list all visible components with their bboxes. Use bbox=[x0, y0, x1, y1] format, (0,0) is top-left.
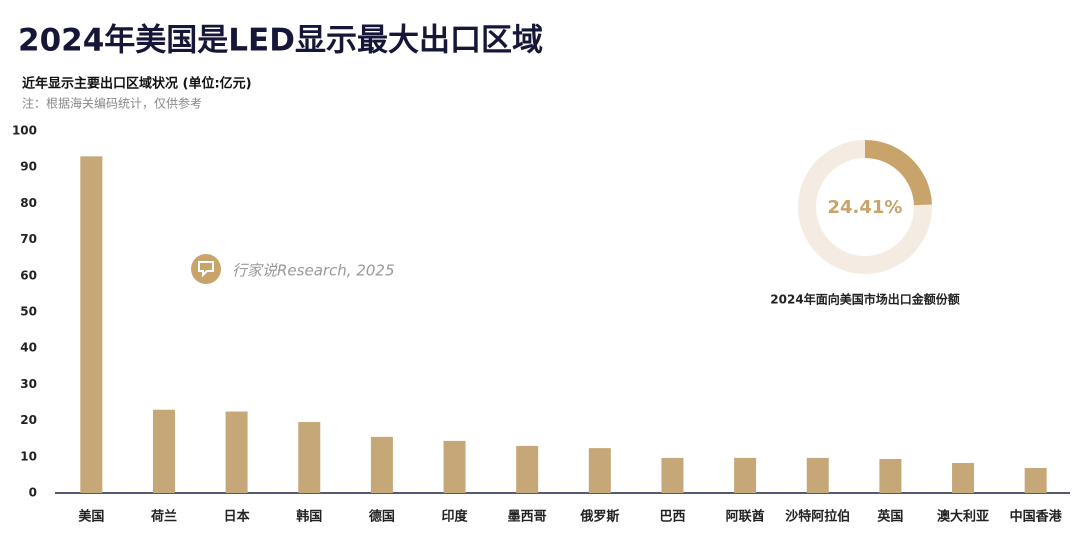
x-tick-label: 荷兰 bbox=[150, 509, 177, 525]
x-tick-label: 日本 bbox=[224, 509, 250, 525]
y-tick-label: 100 bbox=[12, 124, 37, 138]
x-tick-label: 德国 bbox=[369, 509, 395, 525]
y-tick-label: 80 bbox=[20, 196, 37, 210]
bar bbox=[879, 458, 902, 493]
y-tick-label: 0 bbox=[29, 486, 37, 500]
bar bbox=[734, 457, 757, 493]
x-tick-label: 墨西哥 bbox=[508, 509, 547, 525]
x-tick-label: 韩国 bbox=[296, 509, 322, 525]
bar bbox=[152, 409, 175, 493]
x-tick-label: 中国香港 bbox=[1010, 509, 1063, 525]
y-tick-label: 20 bbox=[20, 413, 37, 427]
bar bbox=[225, 411, 248, 493]
donut-segment bbox=[864, 140, 932, 206]
y-tick-label: 60 bbox=[20, 268, 37, 282]
donut-caption: 2024年面向美国市场出口金额份额 bbox=[770, 292, 959, 307]
subtitle: 近年显示主要出口区域状况 (单位:亿元) bbox=[22, 76, 252, 92]
x-tick-label: 巴西 bbox=[659, 510, 685, 525]
y-tick-label: 50 bbox=[20, 305, 37, 319]
watermark: 行家说Research, 2025 bbox=[232, 262, 395, 280]
bar bbox=[952, 462, 975, 493]
x-tick-label: 沙特阿拉伯 bbox=[785, 509, 850, 525]
note: 注：根据海关编码统计，仅供参考 bbox=[22, 96, 202, 111]
bar bbox=[443, 440, 466, 493]
x-tick-label: 美国 bbox=[78, 509, 104, 525]
x-tick-label: 澳大利亚 bbox=[937, 509, 989, 525]
bar bbox=[806, 457, 829, 493]
bar bbox=[298, 422, 321, 493]
bar bbox=[370, 436, 393, 493]
y-tick-label: 70 bbox=[20, 232, 37, 246]
y-tick-label: 40 bbox=[20, 341, 37, 355]
watermark-icon-glyph bbox=[198, 261, 214, 278]
bar bbox=[588, 448, 611, 493]
y-tick-label: 10 bbox=[20, 449, 37, 463]
donut-value-label: 24.41% bbox=[828, 197, 903, 218]
watermark-icon bbox=[191, 254, 221, 284]
x-tick-label: 印度 bbox=[442, 509, 469, 525]
title: 2024年美国是LED显示最大出口区域 bbox=[18, 23, 543, 59]
bar bbox=[516, 445, 539, 493]
x-tick-label: 英国 bbox=[876, 509, 903, 525]
x-tick-label: 阿联酋 bbox=[726, 509, 765, 525]
bar bbox=[80, 156, 103, 493]
x-tick-label: 俄罗斯 bbox=[579, 509, 619, 525]
bar bbox=[661, 457, 684, 493]
y-tick-label: 90 bbox=[20, 160, 37, 174]
bar bbox=[1024, 468, 1047, 493]
y-tick-label: 30 bbox=[20, 377, 37, 391]
